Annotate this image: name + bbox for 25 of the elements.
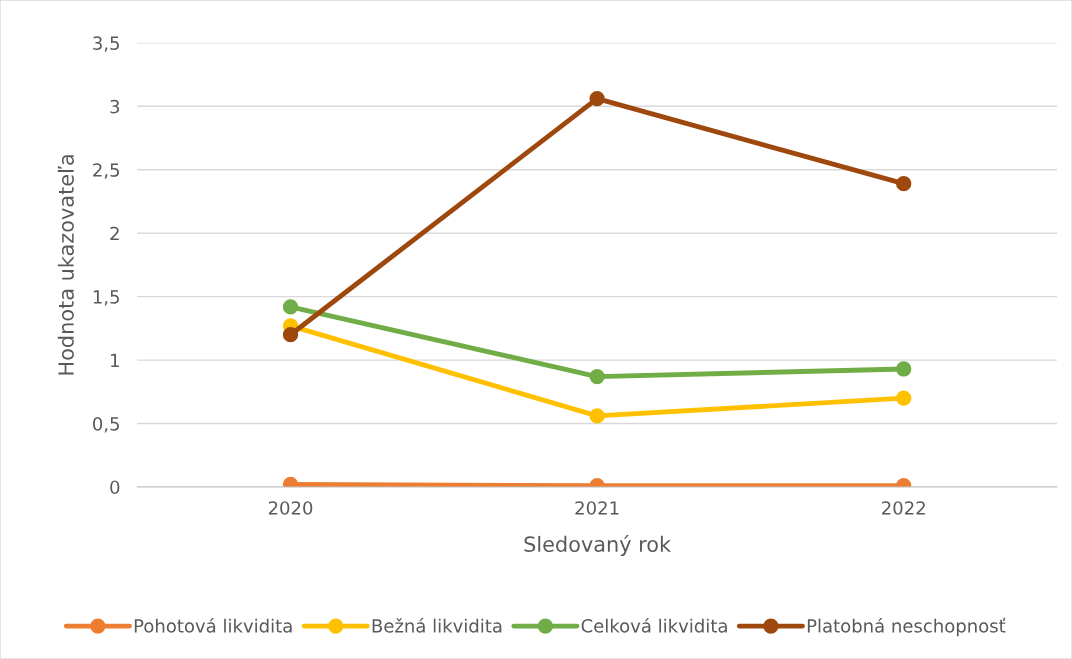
point bbox=[589, 408, 605, 424]
legend-label: Pohotová likvidita bbox=[134, 617, 292, 633]
legend-label: Celková likvidita bbox=[581, 617, 727, 633]
point bbox=[589, 368, 605, 385]
y-tick-label: 2 bbox=[110, 226, 119, 241]
point bbox=[896, 361, 912, 377]
point bbox=[282, 327, 299, 343]
legend-label: Bežná likvidita bbox=[372, 617, 502, 633]
y-tick-label: 3,5 bbox=[93, 36, 119, 52]
y-tick-label: 0,5 bbox=[93, 417, 119, 433]
point bbox=[282, 299, 299, 315]
y-axis-title: Hodnota ukazovateľa bbox=[57, 155, 74, 375]
point bbox=[896, 176, 912, 192]
point bbox=[589, 91, 605, 107]
x-tick-label: 2021 bbox=[575, 501, 619, 515]
x-axis-title: Sledovaný rok bbox=[524, 535, 672, 557]
y-tick-label: 1,5 bbox=[93, 290, 119, 306]
x-tick-label: 2020 bbox=[268, 501, 313, 515]
y-tick-label: 1 bbox=[111, 353, 119, 367]
point bbox=[896, 390, 912, 406]
y-tick-label: 2,5 bbox=[93, 163, 119, 179]
y-tick-label: 0 bbox=[110, 480, 120, 495]
legend-label: Platobná neschopnosť bbox=[807, 617, 1006, 637]
y-tick-label: 3 bbox=[110, 99, 120, 114]
x-tick-label: 2022 bbox=[882, 501, 925, 515]
